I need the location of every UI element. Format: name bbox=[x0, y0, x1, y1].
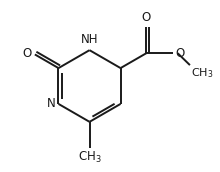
Text: O: O bbox=[175, 47, 184, 60]
Text: NH: NH bbox=[81, 33, 98, 46]
Text: CH$_3$: CH$_3$ bbox=[78, 150, 101, 165]
Text: N: N bbox=[47, 97, 55, 110]
Text: CH$_3$: CH$_3$ bbox=[191, 66, 213, 80]
Text: O: O bbox=[142, 11, 151, 24]
Text: O: O bbox=[22, 47, 32, 60]
